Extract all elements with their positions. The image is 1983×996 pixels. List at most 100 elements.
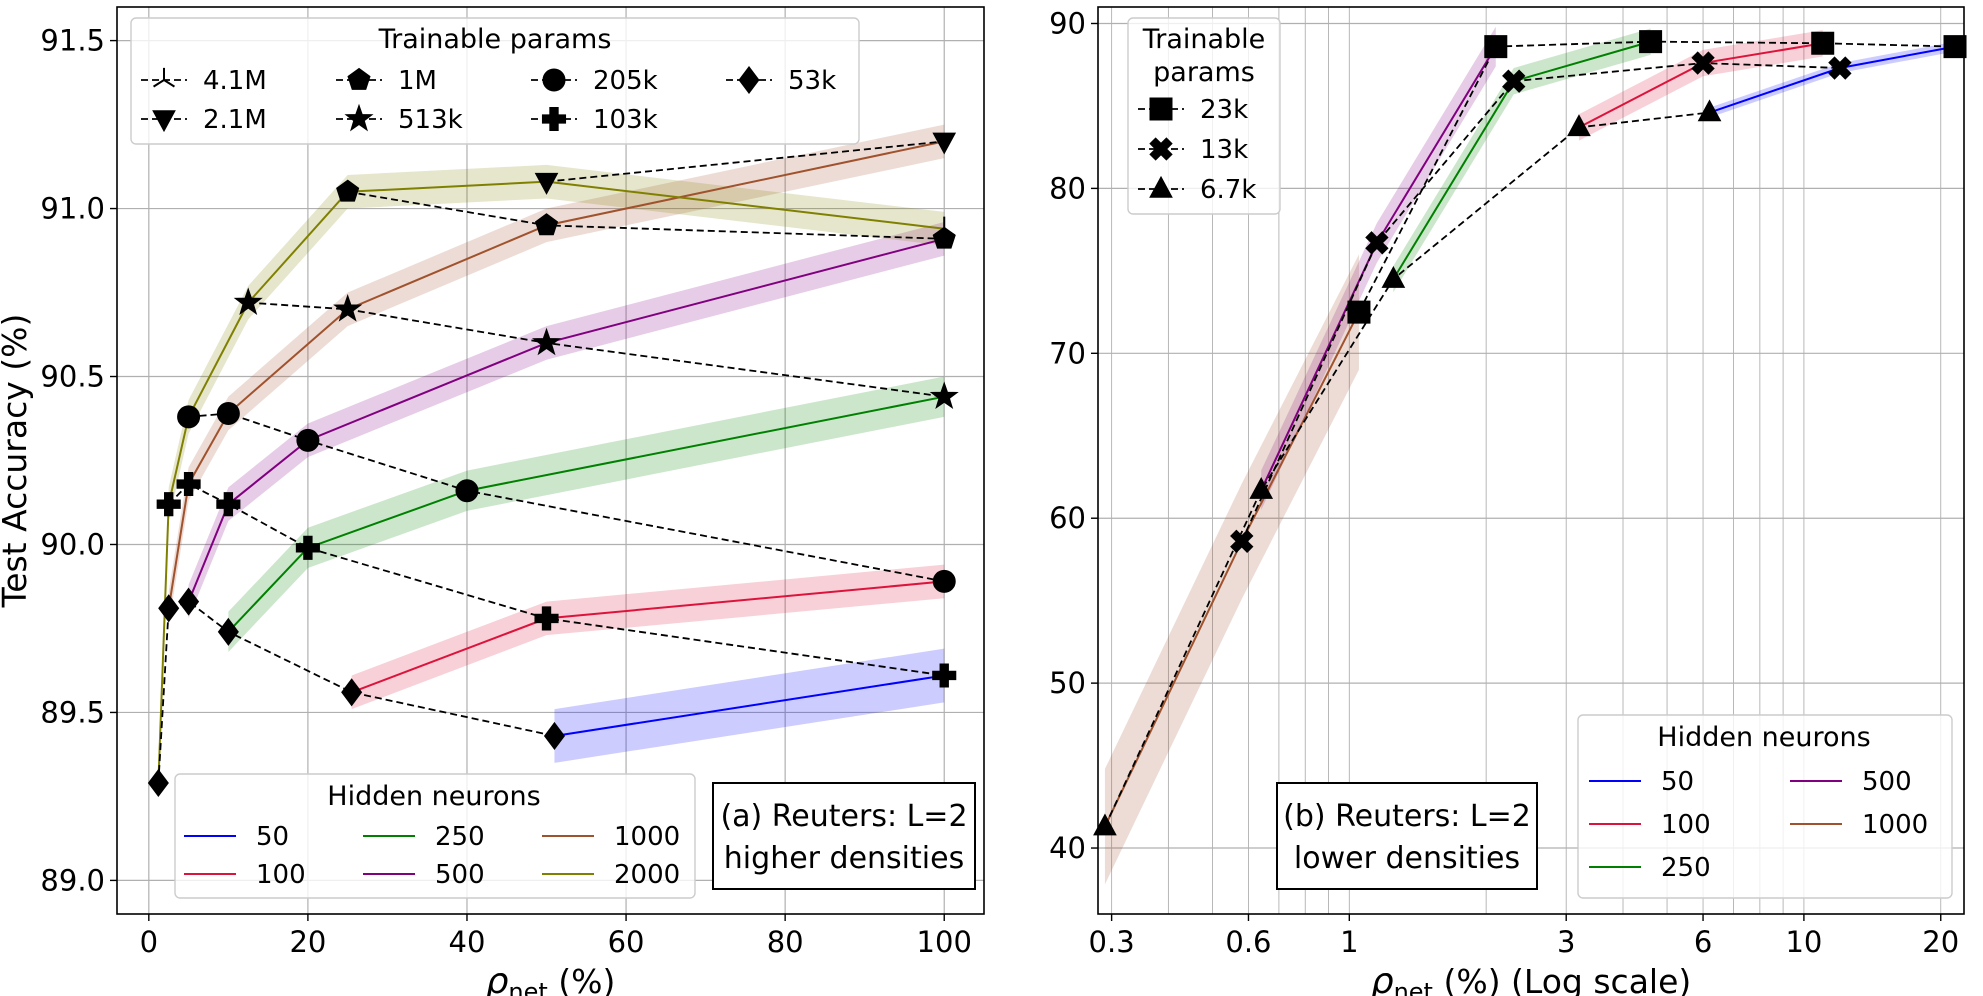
star-marker-icon	[344, 103, 374, 132]
legend-label: 1000	[1862, 810, 1928, 840]
legends: Trainable params 4.1M 2.1M 1M 513k 205k 103k 53…	[130, 17, 976, 899]
legend-entry-2.1M: 2.1M	[141, 105, 267, 135]
legend-entry-53k: 53k	[726, 65, 836, 96]
marker-1M-2	[932, 226, 956, 249]
ytick-label: 50	[1049, 666, 1086, 700]
band-2000	[158, 164, 945, 800]
param-series	[1093, 30, 1967, 836]
legend-entry-205k: 205k	[531, 66, 658, 96]
annotation-line: (b) Reuters: L=2	[1283, 799, 1531, 834]
plot-frame	[1097, 6, 1965, 915]
marker-103k-5	[932, 663, 957, 688]
marker-103k-4	[534, 606, 559, 631]
marker-6.7k-3	[1567, 114, 1591, 137]
param-line-513k	[248, 301, 945, 398]
legend-entry-neurons-100: 100	[184, 860, 306, 890]
xtick-label: 40	[449, 925, 486, 959]
legend-hidden	[1577, 714, 1953, 899]
x-marker-icon	[1149, 137, 1173, 161]
marker-103k-3	[295, 535, 320, 560]
chart-panel-a: 89.0 89.5 90.0 90.5 91.0 91.5 0 20 40 60 80 100 ρnet…	[0, 6, 985, 996]
marker-6.7k-4	[1697, 99, 1722, 122]
legend-hidden	[174, 773, 696, 899]
ytick-label: 89.5	[40, 695, 105, 729]
ytick-label: 89.0	[40, 863, 105, 897]
series-line-250	[227, 395, 945, 633]
marker-6.7k-0	[1093, 813, 1117, 836]
ticks: 89.0 89.5 90.0 90.5 91.0 91.5 0 20 40 60 80 100	[40, 24, 971, 959]
y-axis-label: Test Accuracy (%)	[0, 314, 34, 609]
annotation-box	[712, 782, 976, 890]
annotation-line: higher densities	[724, 841, 964, 876]
legend-label: 50	[1661, 767, 1694, 797]
chart-panel-b: 40 50 60 70 80 90 0.3 0.6 1 3 6 10 20 ρnet (%) (Log s…	[1049, 6, 1967, 996]
param-series	[147, 132, 959, 798]
marker-513k-3	[929, 381, 959, 410]
xtick-label: 60	[608, 925, 645, 959]
ytick-label: 80	[1049, 171, 1086, 205]
marker-103k-0	[156, 492, 181, 517]
diamond-marker-icon	[738, 65, 760, 95]
xtick-label: 0.6	[1225, 925, 1271, 959]
legend-entry-13k: 13k	[1138, 135, 1248, 165]
marker-13k-3	[1691, 51, 1715, 75]
marker-2.1M-1	[932, 132, 957, 155]
marker-205k-3	[455, 479, 479, 503]
legend-label: 250	[1661, 853, 1711, 883]
marker-205k-0	[177, 405, 201, 429]
xtick-label: 3	[1557, 925, 1575, 959]
legend-label: 13k	[1200, 135, 1248, 165]
legend-label: 2.1M	[203, 105, 267, 135]
x-axis-label: ρnet (%) (Log scale)	[1371, 961, 1692, 996]
legend-label: 6.7k	[1200, 175, 1256, 205]
marker-13k-1	[1365, 231, 1389, 255]
marker-53k-4	[341, 678, 363, 707]
param-line-2.1M	[546, 140, 945, 183]
legend-entry-neurons-250: 250	[1589, 853, 1711, 883]
legend-title: Trainable	[1142, 24, 1266, 55]
legend-trainable	[1127, 17, 1281, 215]
legend-entry-neurons-50: 50	[184, 822, 289, 852]
series-line-1000	[167, 140, 945, 609]
param-line-13k	[1240, 62, 1840, 542]
marker-23k-4	[1943, 35, 1967, 59]
marker-205k-4	[932, 570, 956, 593]
marker-53k-3	[217, 617, 239, 646]
legend-label: 2000	[614, 860, 680, 890]
legend-title: params	[1153, 57, 1255, 88]
legend-entry-1M: 1M	[336, 66, 437, 96]
plot-frame	[116, 6, 985, 915]
marker-53k-1	[158, 594, 180, 623]
band-500	[1261, 26, 1496, 510]
ytick-label: 90.0	[40, 527, 105, 561]
legend-label: 53k	[788, 66, 836, 96]
legend-entry-neurons-2000: 2000	[542, 860, 680, 890]
band-250	[1393, 28, 1651, 293]
legend-title: Hidden neurons	[327, 781, 540, 812]
ytick-label: 40	[1049, 831, 1086, 865]
xtick-label: 0	[140, 925, 158, 959]
legend-entry-6.7k: 6.7k	[1138, 175, 1256, 205]
legend-label: 103k	[593, 105, 658, 135]
legend-label: 23k	[1200, 95, 1248, 125]
legend-entry-neurons-250: 250	[363, 822, 485, 852]
ytick-label: 90	[1049, 6, 1086, 40]
legend-entry-neurons-1000: 1000	[542, 822, 680, 852]
legend-entry-513k: 513k	[336, 103, 463, 135]
circle-marker-icon	[542, 68, 566, 92]
marker-53k-0	[147, 768, 169, 798]
band-250	[228, 376, 945, 652]
annotation-line: (a) Reuters: L=2	[720, 799, 967, 834]
x-axis-label: ρnet (%)	[486, 961, 616, 996]
legend-entry-neurons-50: 50	[1589, 767, 1694, 797]
ytick-label: 91.0	[40, 192, 105, 226]
marker-23k-3	[1811, 31, 1835, 55]
band-1000	[1104, 254, 1359, 885]
marker-13k-2	[1502, 69, 1526, 93]
annotation-box	[1276, 782, 1538, 890]
marker-205k-1	[216, 402, 240, 425]
marker-23k-1	[1484, 35, 1508, 59]
legend-entry-23k: 23k	[1138, 95, 1248, 125]
legend-label: 250	[435, 822, 485, 852]
